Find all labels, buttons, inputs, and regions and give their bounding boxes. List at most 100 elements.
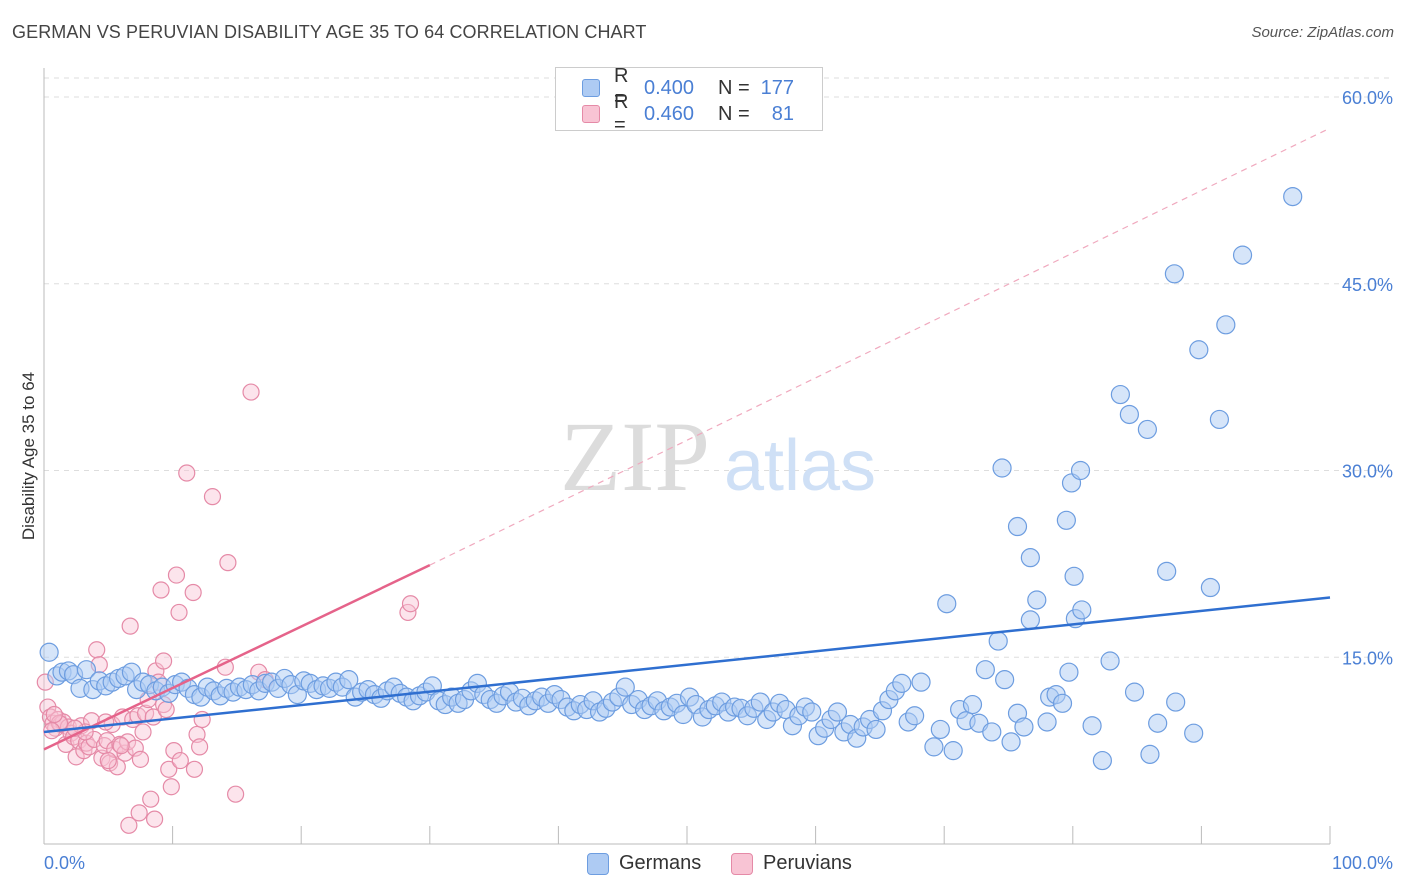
germans-points (39, 187, 1303, 771)
german-point (1200, 577, 1221, 598)
x-tick-label: 0.0% (44, 853, 85, 873)
legend-row-peruvians: R = 0.460 N = 81 (582, 91, 794, 136)
peruvian-point (99, 751, 117, 770)
peruvians-points (36, 383, 420, 834)
grid-lines (44, 77, 1394, 658)
german-point (992, 458, 1012, 478)
peruvians-swatch (582, 105, 600, 123)
german-point (615, 677, 635, 697)
peruvian-point (157, 700, 175, 719)
german-point (995, 670, 1015, 690)
german-point (1166, 692, 1186, 712)
peruvian-point (165, 742, 183, 760)
german-point (1082, 716, 1102, 736)
german-point (1037, 712, 1057, 732)
peruvian-point (242, 383, 260, 401)
peruvian-point (203, 488, 222, 506)
tick-labels: 15.0% 30.0% 45.0% 60.0% 0.0% 100.0% (44, 88, 1393, 873)
german-point (1110, 384, 1130, 405)
german-point (1070, 460, 1091, 481)
german-point (1020, 610, 1040, 630)
peruvian-point (131, 750, 150, 768)
german-point (1100, 651, 1120, 671)
n-value: 81 (771, 102, 794, 125)
peruvian-point (45, 705, 63, 724)
german-point (1072, 600, 1092, 620)
german-point (1027, 590, 1047, 610)
peruvians-trend-extension (429, 127, 1331, 566)
german-point (1124, 682, 1145, 702)
german-point (1189, 340, 1209, 360)
peruvian-point (126, 739, 144, 757)
germans-trend-line (43, 596, 1331, 734)
r-value: 0.400 (644, 76, 695, 99)
german-point (802, 702, 822, 722)
german-point (750, 692, 770, 712)
german-point (39, 642, 59, 662)
peruvian-point (152, 581, 170, 599)
peruvians-trend-line (43, 563, 431, 751)
peruvian-point (185, 760, 204, 778)
watermark-atlas: atlas (724, 426, 876, 506)
german-point (1001, 732, 1021, 752)
german-point (1164, 264, 1184, 284)
watermark-zip: ZIP (560, 401, 710, 512)
peruvian-point (112, 737, 130, 755)
german-point (1059, 662, 1079, 682)
german-point (76, 660, 97, 680)
german-point (988, 631, 1008, 651)
german-point (1020, 548, 1040, 568)
peruvian-point (134, 723, 152, 741)
german-point (1137, 419, 1157, 440)
german-point (905, 706, 925, 726)
r-label: R = (614, 91, 629, 136)
german-point (1014, 717, 1034, 737)
german-point (943, 741, 963, 761)
y-axis-title: Disability Age 35 to 64 (19, 372, 38, 540)
peruvian-point (191, 738, 209, 756)
german-point (1184, 723, 1204, 743)
german-point (827, 702, 848, 722)
peruvian-point (120, 816, 138, 834)
peruvian-point (121, 617, 139, 635)
n-value: 177 (760, 76, 794, 99)
german-point (339, 670, 359, 690)
peruvian-point (88, 641, 106, 659)
germans-swatch (587, 852, 609, 875)
trend-lines (43, 127, 1331, 751)
legend-item-germans[interactable]: Germans (587, 852, 701, 875)
german-point (930, 719, 950, 740)
german-point (1157, 561, 1177, 581)
peruvian-point (145, 810, 164, 828)
y-tick-label: 45.0% (1342, 275, 1393, 295)
n-label: N = (718, 102, 750, 125)
peruvian-point (401, 595, 420, 613)
german-point (892, 673, 912, 693)
german-point (1216, 315, 1236, 335)
german-point (1007, 516, 1028, 537)
y-tick-label: 60.0% (1342, 88, 1393, 108)
peruvian-point (154, 652, 173, 670)
peruvians-swatch (731, 852, 753, 875)
german-point (866, 719, 886, 740)
peruvian-point (219, 554, 237, 572)
peruvian-point (160, 760, 178, 778)
german-point (1232, 245, 1253, 265)
r-label: R = (614, 65, 629, 110)
german-point (1092, 750, 1112, 771)
peruvian-point (162, 778, 180, 796)
legend-item-peruvians[interactable]: Peruvians (731, 852, 852, 875)
y-tick-label: 30.0% (1342, 462, 1393, 482)
german-point (1283, 187, 1303, 207)
r-value: 0.460 (644, 102, 695, 125)
german-point (937, 594, 957, 614)
correlation-legend: R = 0.400 N = 177 R = 0.460 N = 81 (555, 65, 823, 136)
germans-label: Germans (619, 852, 702, 874)
peruvian-point (184, 583, 202, 602)
peruvian-point (142, 790, 160, 808)
german-point (962, 694, 983, 715)
german-point (911, 672, 931, 692)
german-point (924, 737, 944, 757)
german-point (1056, 510, 1076, 530)
